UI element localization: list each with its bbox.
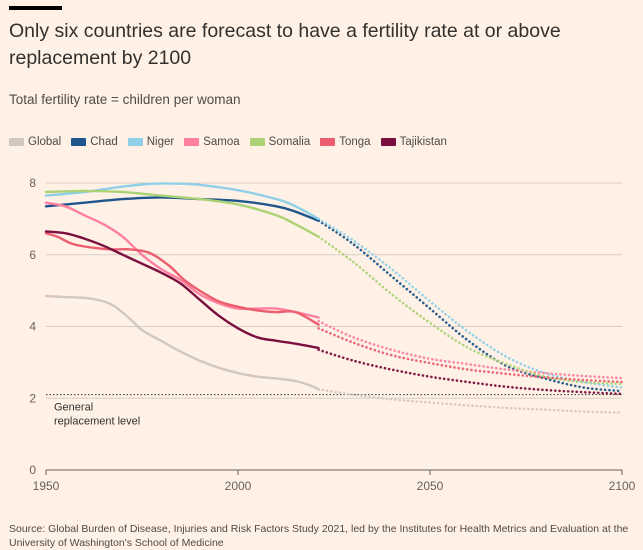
series-projection-global (317, 388, 624, 414)
legend-swatch (320, 138, 336, 146)
series-line-niger (44, 182, 320, 221)
legend: Global Chad Niger Samoa Somalia Tonga Tajikist… (9, 136, 447, 148)
legend-item-niger: Niger (127, 136, 175, 148)
x-tick-label: 1950 (33, 479, 60, 493)
series-line-tonga (44, 232, 320, 326)
legend-item-global: Global (9, 136, 61, 148)
legend-item-tajikistan: Tajikistan (380, 136, 447, 148)
chart-title: Only six countries are forecast to have … (9, 20, 561, 69)
line-chart: 0 2 4 6 8 1950 2000 2050 2100 General replacement … (29, 176, 636, 493)
legend-label: Global (28, 136, 62, 148)
legend-label: Tonga (339, 136, 371, 148)
y-tick-label: 0 (29, 463, 36, 477)
series-projection-somalia (317, 235, 624, 386)
x-tick-label: 2000 (225, 479, 252, 493)
legend-swatch (9, 138, 24, 146)
y-tick-label: 4 (29, 320, 36, 334)
replacement-label: General (54, 402, 93, 414)
chart-subtitle: Total fertility rate = children per woma… (9, 92, 241, 107)
legend-swatch (71, 138, 87, 146)
legend-swatch (380, 138, 396, 146)
legend-item-chad: Chad (71, 136, 118, 148)
series-line-somalia (44, 189, 320, 238)
legend-label: Niger (146, 136, 175, 148)
y-tick-label: 2 (29, 391, 36, 405)
legend-item-tonga: Tonga (320, 136, 371, 148)
series-line-samoa (44, 201, 320, 319)
y-tick-label: 8 (29, 176, 36, 190)
series-projection-tajikistan (317, 348, 624, 396)
x-tick-label: 2100 (609, 479, 636, 493)
x-tick-label: 2050 (417, 479, 444, 493)
series-line-global (44, 294, 320, 391)
source-note: Source: Global Burden of Disease, Injuri… (9, 523, 629, 549)
brand-bar (9, 6, 62, 10)
legend-swatch (184, 138, 200, 146)
replacement-label: replacement level (54, 416, 140, 428)
legend-item-somalia: Somalia (249, 136, 311, 148)
series-projection-chad (317, 219, 624, 393)
legend-swatch (249, 138, 265, 146)
series-projection-tonga (317, 327, 624, 384)
legend-label: Somalia (268, 136, 311, 148)
legend-item-samoa: Samoa (184, 136, 240, 148)
legend-label: Samoa (203, 136, 240, 148)
series-line-tajikistan (44, 230, 320, 350)
legend-swatch (127, 138, 143, 146)
y-tick-label: 6 (29, 248, 36, 262)
legend-label: Tajikistan (399, 136, 447, 148)
legend-label: Chad (90, 136, 118, 148)
series-projection-samoa (317, 319, 624, 380)
